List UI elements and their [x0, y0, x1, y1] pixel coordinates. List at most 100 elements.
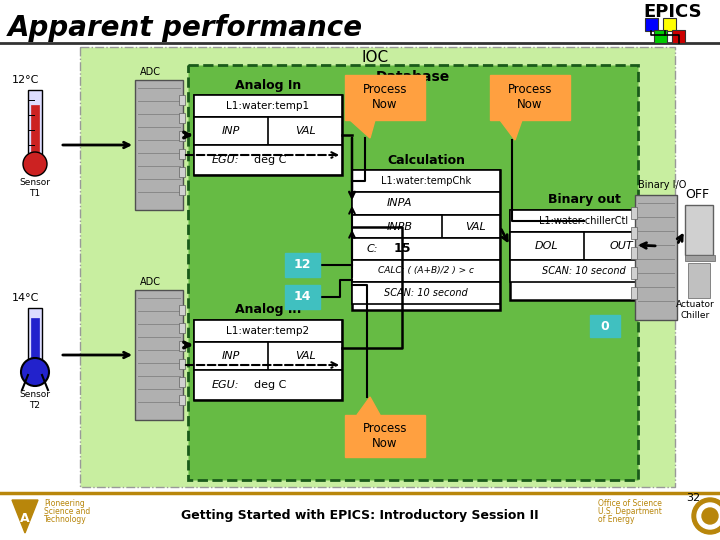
Text: Process
Now: Process Now: [508, 83, 552, 111]
FancyBboxPatch shape: [510, 260, 658, 282]
Text: Process
Now: Process Now: [363, 83, 408, 111]
FancyBboxPatch shape: [194, 95, 342, 175]
FancyBboxPatch shape: [345, 75, 425, 120]
FancyBboxPatch shape: [490, 75, 570, 120]
Text: 12°C: 12°C: [12, 75, 40, 85]
Text: EPICS: EPICS: [643, 3, 701, 21]
FancyBboxPatch shape: [179, 305, 185, 315]
FancyBboxPatch shape: [285, 285, 320, 309]
Text: EGU:: EGU:: [212, 155, 240, 165]
Text: Analog In: Analog In: [235, 78, 301, 91]
Text: INP: INP: [222, 351, 240, 361]
Polygon shape: [12, 500, 38, 533]
FancyBboxPatch shape: [179, 131, 185, 141]
FancyBboxPatch shape: [194, 320, 342, 400]
Text: CALC: ( (A+B)/2 ) > c: CALC: ( (A+B)/2 ) > c: [378, 267, 474, 275]
Text: INPB: INPB: [387, 222, 413, 232]
FancyBboxPatch shape: [631, 287, 637, 299]
Text: A: A: [20, 511, 30, 524]
Text: EGU:: EGU:: [212, 380, 240, 390]
Text: SCAN: 10 second: SCAN: 10 second: [384, 288, 468, 298]
FancyBboxPatch shape: [179, 377, 185, 387]
FancyBboxPatch shape: [194, 342, 342, 370]
FancyBboxPatch shape: [0, 493, 720, 540]
Circle shape: [702, 508, 718, 524]
Text: 14: 14: [293, 291, 311, 303]
FancyBboxPatch shape: [631, 247, 637, 259]
FancyBboxPatch shape: [352, 215, 500, 238]
Text: Getting Started with EPICS: Introductory Session II: Getting Started with EPICS: Introductory…: [181, 510, 539, 523]
FancyBboxPatch shape: [194, 145, 342, 175]
FancyBboxPatch shape: [631, 207, 637, 219]
Text: deg C: deg C: [254, 155, 287, 165]
FancyBboxPatch shape: [352, 215, 442, 238]
FancyBboxPatch shape: [28, 90, 42, 160]
FancyBboxPatch shape: [179, 359, 185, 369]
Text: Sensor
T1: Sensor T1: [19, 178, 50, 198]
FancyBboxPatch shape: [352, 282, 500, 304]
Text: IOC: IOC: [361, 51, 389, 65]
Text: Actuator
Chiller: Actuator Chiller: [675, 300, 714, 320]
Text: SCAN: 10 second: SCAN: 10 second: [542, 266, 626, 276]
FancyBboxPatch shape: [285, 253, 320, 277]
Circle shape: [23, 152, 47, 176]
FancyBboxPatch shape: [179, 323, 185, 333]
FancyBboxPatch shape: [352, 170, 500, 192]
Text: Analog In: Analog In: [235, 303, 301, 316]
Text: Pioneering: Pioneering: [44, 500, 85, 509]
FancyBboxPatch shape: [179, 395, 185, 405]
FancyBboxPatch shape: [135, 80, 183, 210]
FancyBboxPatch shape: [685, 205, 713, 255]
Text: L1:water:temp2: L1:water:temp2: [226, 326, 310, 336]
FancyBboxPatch shape: [510, 210, 658, 232]
Text: ADC: ADC: [140, 67, 161, 77]
Text: OUT: OUT: [609, 241, 633, 251]
Text: Calculation: Calculation: [387, 153, 465, 166]
FancyBboxPatch shape: [28, 308, 42, 368]
FancyBboxPatch shape: [672, 30, 685, 43]
FancyBboxPatch shape: [352, 170, 500, 310]
Text: 14°C: 14°C: [12, 293, 40, 303]
FancyBboxPatch shape: [179, 167, 185, 177]
FancyBboxPatch shape: [590, 315, 620, 337]
FancyBboxPatch shape: [179, 149, 185, 159]
Text: 0: 0: [600, 320, 609, 333]
FancyBboxPatch shape: [631, 227, 637, 239]
Polygon shape: [350, 120, 375, 138]
FancyBboxPatch shape: [685, 255, 715, 261]
Text: 32: 32: [686, 493, 700, 503]
Text: Technology: Technology: [44, 516, 86, 524]
FancyBboxPatch shape: [654, 30, 667, 43]
Text: L1:water:tempChk: L1:water:tempChk: [381, 176, 471, 186]
Text: INPA: INPA: [387, 198, 413, 208]
FancyBboxPatch shape: [510, 232, 584, 260]
Text: Binary I/O: Binary I/O: [638, 180, 686, 190]
FancyBboxPatch shape: [194, 117, 342, 145]
FancyBboxPatch shape: [135, 290, 183, 420]
FancyBboxPatch shape: [80, 47, 675, 487]
FancyBboxPatch shape: [510, 210, 658, 300]
Text: Science and: Science and: [44, 508, 90, 516]
Text: L1:water:chillerCtl: L1:water:chillerCtl: [539, 216, 629, 226]
Text: INP: INP: [222, 126, 240, 136]
Text: C:: C:: [367, 244, 379, 254]
FancyBboxPatch shape: [635, 195, 677, 320]
FancyBboxPatch shape: [179, 95, 185, 105]
Text: Process
Now: Process Now: [363, 422, 408, 450]
Text: Apparent performance: Apparent performance: [8, 14, 363, 42]
FancyBboxPatch shape: [510, 232, 658, 260]
Text: U.S. Department: U.S. Department: [598, 508, 662, 516]
FancyBboxPatch shape: [179, 185, 185, 195]
Text: VAL: VAL: [294, 351, 315, 361]
Text: Sensor
T2: Sensor T2: [19, 390, 50, 410]
Polygon shape: [357, 397, 380, 415]
FancyBboxPatch shape: [194, 320, 342, 342]
FancyBboxPatch shape: [31, 105, 39, 157]
Polygon shape: [500, 120, 522, 140]
FancyBboxPatch shape: [194, 370, 342, 400]
FancyBboxPatch shape: [352, 260, 500, 282]
FancyBboxPatch shape: [631, 267, 637, 279]
FancyBboxPatch shape: [194, 117, 268, 145]
Circle shape: [692, 498, 720, 534]
FancyBboxPatch shape: [179, 113, 185, 123]
